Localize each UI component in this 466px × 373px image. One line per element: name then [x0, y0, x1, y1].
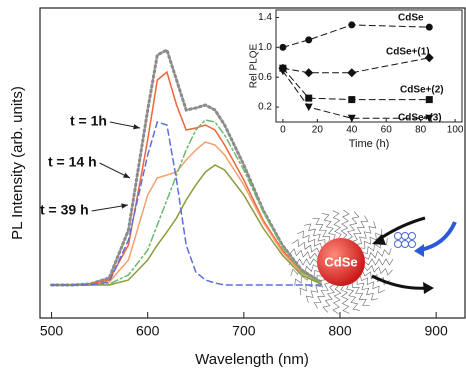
ligand	[313, 282, 330, 309]
ligand	[322, 213, 336, 240]
inset-y-label: Rel PLQE	[249, 43, 260, 88]
ligand	[332, 210, 342, 239]
series-line	[282, 70, 430, 119]
series-line	[50, 121, 322, 286]
ligand	[303, 223, 326, 245]
x-tick-label: 40	[346, 125, 358, 136]
ligand	[346, 284, 360, 311]
x-tick-label: 900	[424, 323, 448, 339]
marker	[279, 43, 287, 51]
x-tick-label: 800	[328, 323, 352, 339]
x-tick-label: 20	[312, 125, 324, 136]
marker	[348, 21, 356, 29]
series-label: CdSe	[398, 13, 424, 24]
nanocrystal	[317, 238, 365, 286]
arrow-head	[123, 172, 130, 178]
series-label: CdSe+(1)	[386, 47, 430, 58]
y-tick-label: 0.2	[258, 102, 272, 113]
annotation: t = 39 h	[40, 202, 89, 218]
annotation: t = 14 h	[48, 154, 97, 170]
series-line	[282, 67, 430, 101]
x-tick-label: 0	[280, 125, 286, 136]
ligand	[351, 282, 370, 306]
ligand	[322, 284, 335, 313]
x-tick-label: 500	[40, 323, 64, 339]
arrow-head	[414, 244, 424, 257]
marker	[424, 53, 434, 63]
series-line	[50, 47, 323, 287]
x-axis-label: Wavelength (nm)	[195, 351, 309, 368]
marker	[305, 94, 313, 102]
ligand	[357, 221, 377, 245]
ligand	[312, 218, 331, 242]
ligand	[305, 279, 325, 303]
series-label: CdSe+(3)	[398, 113, 442, 124]
x-tick-label: 600	[136, 323, 160, 339]
nanocrystal-label: CdSe	[324, 254, 357, 269]
marker	[425, 114, 434, 123]
illustration: CdSe	[288, 209, 457, 315]
ligand	[360, 276, 385, 294]
x-tick-label: 60	[381, 125, 393, 136]
molecule-ring	[394, 240, 402, 248]
ligand	[340, 209, 350, 239]
ligand	[352, 215, 369, 242]
series-line	[50, 164, 322, 286]
x-tick-label: 80	[415, 125, 427, 136]
ligand	[364, 248, 392, 260]
ligand	[347, 211, 360, 240]
molecule-ring	[408, 240, 416, 248]
ligand	[294, 270, 320, 286]
marker	[425, 96, 433, 104]
ligand	[364, 264, 393, 276]
series-line	[282, 24, 430, 48]
blue-arrow	[419, 221, 457, 252]
arrow-head	[423, 282, 434, 294]
inset-x-label: Time (h)	[349, 138, 390, 150]
ligand	[356, 279, 379, 301]
ligand	[292, 238, 320, 253]
series-line	[50, 141, 322, 286]
y-tick-label: 1.4	[258, 12, 272, 23]
ligand	[340, 285, 350, 314]
molecule-ring	[408, 232, 416, 240]
series-line	[282, 57, 430, 74]
arrow-head	[133, 124, 140, 130]
marker	[425, 23, 433, 31]
y-axis-label: PL Intensity (arb. units)	[9, 86, 26, 240]
ligand	[364, 258, 394, 266]
molecule-ring	[394, 232, 402, 240]
marker	[347, 114, 356, 123]
marker	[278, 67, 287, 76]
series-label: CdSe+(2)	[400, 85, 444, 96]
series-line	[50, 70, 322, 286]
y-tick-label: 0.6	[258, 72, 272, 83]
inset-frame	[275, 9, 463, 123]
ligand	[289, 248, 318, 260]
marker	[304, 68, 314, 78]
marker	[304, 103, 313, 112]
ligand	[360, 228, 383, 249]
series-line	[50, 119, 322, 286]
y-tick-label: 1.0	[258, 42, 272, 53]
x-tick-label: 100	[447, 125, 464, 136]
annotation: t = 1h	[70, 113, 107, 129]
marker	[305, 36, 313, 44]
marker	[347, 68, 357, 78]
molecule-ring	[401, 240, 409, 248]
ligand	[297, 230, 322, 248]
ligand	[299, 275, 322, 296]
molecule-ring	[401, 232, 409, 240]
arrow-head	[121, 203, 128, 209]
x-tick-label: 700	[232, 323, 256, 339]
main-frame	[39, 7, 466, 319]
arrow-out	[371, 274, 429, 290]
ligand	[332, 285, 342, 315]
marker	[348, 96, 356, 104]
arrow-head	[372, 234, 386, 245]
